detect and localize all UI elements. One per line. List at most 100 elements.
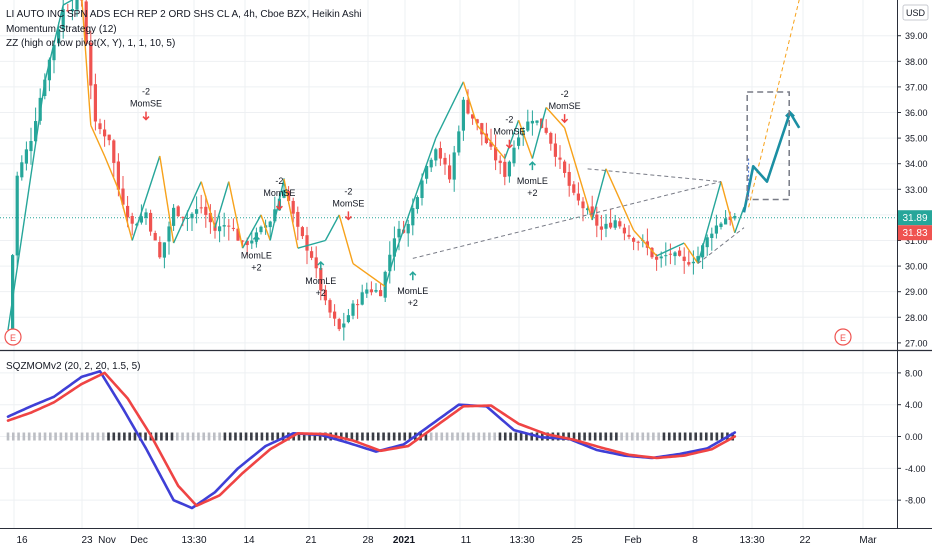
candle-body <box>47 59 51 81</box>
earnings-marker-left-label: E <box>10 333 16 343</box>
candle-body <box>167 226 171 242</box>
squeeze-dot <box>260 432 264 441</box>
candle-body <box>471 114 475 119</box>
candle-body <box>535 120 539 123</box>
signal-label: MomLE <box>397 286 428 296</box>
candle-body <box>93 84 97 122</box>
squeeze-dot <box>271 432 274 441</box>
zigzag-segment <box>117 189 133 241</box>
osc-tick-label: 0.00 <box>905 432 923 442</box>
squeeze-dot <box>33 432 36 441</box>
candle-body <box>673 252 677 257</box>
squeeze-dot <box>694 432 697 441</box>
time-tick-label: 23 <box>81 535 93 546</box>
candle-body <box>84 1 88 44</box>
candle-body <box>526 121 530 131</box>
price-tick-label: 35.00 <box>905 134 928 144</box>
short-entry-signal: -2 MomSE <box>549 89 581 124</box>
candle-body <box>411 208 415 226</box>
squeeze-dot <box>466 432 470 441</box>
squeeze-dot <box>239 432 243 441</box>
candle-body <box>328 300 332 313</box>
candle-body <box>130 216 134 224</box>
squeeze-dot <box>361 432 364 441</box>
candle-body <box>558 157 562 160</box>
candle-body <box>572 184 576 193</box>
squeeze-dot <box>213 432 216 441</box>
squeeze-dot <box>424 432 428 441</box>
indicator-zigzag[interactable]: ZZ (high or low pivot(X, Y), 1, 1, 10, 5… <box>6 38 175 49</box>
candle-body <box>503 161 507 177</box>
time-axis[interactable]: 16 23 Nov Dec 13:30 14 21 28 2021 11 13:30 25 Feb 8 13… <box>16 535 877 546</box>
signal-label: MomLE <box>517 176 548 186</box>
candle-body <box>296 211 300 227</box>
indicator-momentum-strategy[interactable]: Momentum Strategy (12) <box>6 24 117 35</box>
squeeze-dot <box>683 432 687 441</box>
zigzag-segment <box>384 255 396 287</box>
long-entry-signal: MomLE +2 <box>305 260 336 298</box>
candle-body <box>420 180 424 199</box>
candle-body <box>356 304 360 306</box>
zigzag-segment <box>591 168 607 221</box>
candle-body <box>668 253 672 255</box>
indicator-sqzmom[interactable]: SQZMOMv2 (20, 2, 20, 1.5, 5) <box>6 361 141 372</box>
zigzag-segment <box>324 214 340 241</box>
earnings-marker-right[interactable]: E <box>834 328 852 346</box>
signal-down-arrow <box>344 211 352 221</box>
osc-tick-label: -4.00 <box>905 464 926 474</box>
squeeze-dot <box>191 432 195 441</box>
candle-body <box>448 165 452 180</box>
currency-badge[interactable]: USD <box>902 4 929 21</box>
candle-body <box>724 218 728 225</box>
squeeze-dot <box>689 432 692 441</box>
pattern-dashed-line <box>587 168 722 183</box>
squeeze-dot <box>101 432 105 441</box>
pattern-dashed-line <box>697 227 745 264</box>
signal-up-arrow <box>528 161 536 171</box>
candle-body <box>116 161 120 190</box>
signal-up-arrow <box>252 235 260 245</box>
squeeze-dot <box>371 432 375 441</box>
zigzag-segment <box>297 239 326 249</box>
candle-body <box>98 123 102 130</box>
zigzag-segment <box>131 155 161 241</box>
squeeze-dot <box>75 432 79 441</box>
candle-body <box>659 256 663 259</box>
squeeze-dot <box>186 432 190 441</box>
candle-body <box>374 290 378 292</box>
candle-body <box>231 227 235 229</box>
candle-body <box>563 161 567 173</box>
candle-body <box>319 267 323 291</box>
candle-body <box>632 238 636 242</box>
squeeze-dot <box>715 432 719 441</box>
zigzag-segment <box>90 125 106 157</box>
candle-body <box>176 206 180 217</box>
signal-up-arrow <box>409 271 417 281</box>
time-tick-label: Dec <box>130 535 148 546</box>
price-tick-label: 34.00 <box>905 159 928 169</box>
price-axis[interactable]: 39.0038.0037.0036.0035.0034.0033.0032.00… <box>897 31 928 506</box>
candlestick-series <box>6 0 737 346</box>
zigzag-segment <box>338 214 354 264</box>
squeeze-dot <box>482 432 486 441</box>
forecast-arrow-drawing[interactable] <box>742 91 801 213</box>
zigzag-segment <box>517 119 534 159</box>
price-tick-label: 30.00 <box>905 262 928 272</box>
candle-body <box>452 152 456 180</box>
time-tick-label: 8 <box>692 535 698 546</box>
squeeze-dot <box>445 432 449 441</box>
candle-body <box>609 222 613 228</box>
squeeze-dot <box>117 432 121 441</box>
candle-body <box>595 214 599 226</box>
time-tick-label: Nov <box>98 535 116 546</box>
forecast-arrowhead <box>785 110 795 118</box>
squeeze-dot <box>599 432 602 441</box>
time-tick-label: Feb <box>624 535 642 546</box>
zigzag-segment <box>44 4 64 82</box>
squeeze-dot <box>297 432 301 441</box>
earnings-marker-left[interactable]: E <box>4 328 22 346</box>
squeeze-dot <box>112 432 116 441</box>
candle-body <box>153 232 157 241</box>
zigzag-segment <box>228 181 244 249</box>
